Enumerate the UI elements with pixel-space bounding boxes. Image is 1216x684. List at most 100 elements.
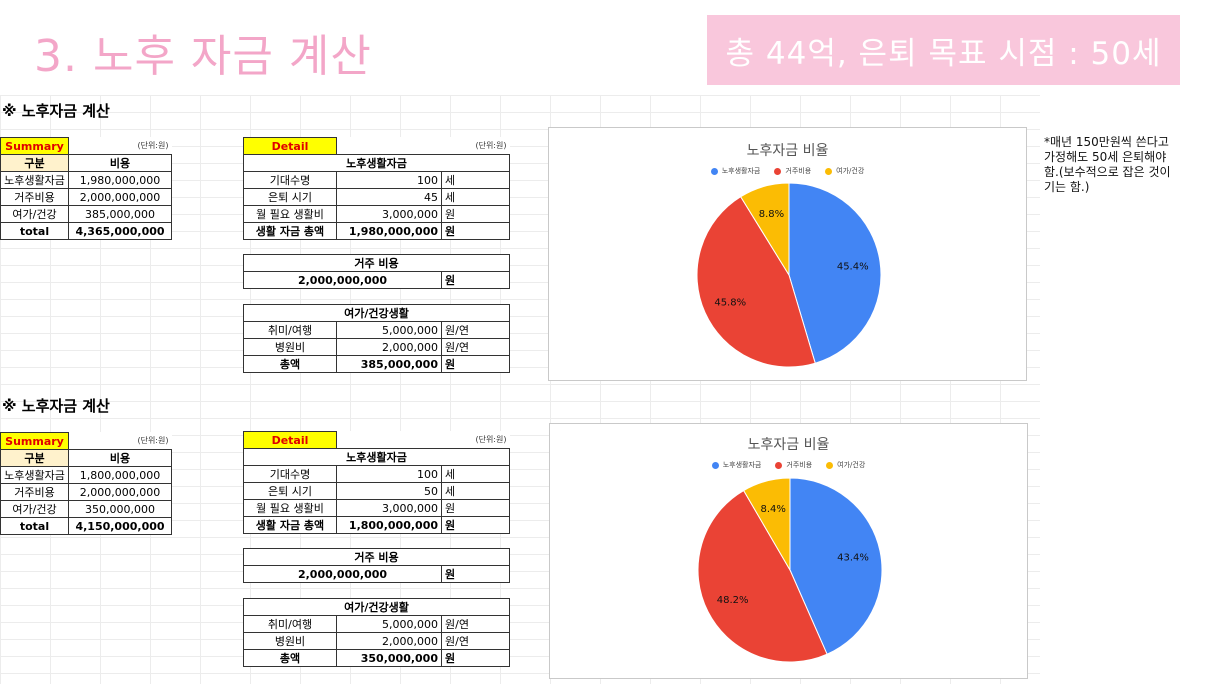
table-row: 월 필요 생활비 3,000,000 원: [243, 205, 510, 223]
row-name: total: [0, 222, 69, 240]
row-value: 45: [336, 188, 442, 206]
table-row: 노후생활자금 1,800,000,000: [0, 466, 172, 484]
row-unit: 원/연: [441, 615, 510, 633]
side-note: *매년 150만원씩 쓴다고 가정해도 50세 은퇴해야 함.(보수적으로 잡은…: [1044, 135, 1171, 194]
row-unit: 원: [441, 205, 510, 223]
row-value: 350,000,000: [336, 649, 442, 667]
chart-legend: 노후생활자금 거주비용 여가/건강: [549, 166, 1026, 176]
legend-item: 여가/건강: [826, 460, 865, 470]
table-row: 취미/여행 5,000,000 원/연: [243, 321, 510, 339]
row-name: 총액: [243, 355, 337, 373]
table-row: 총액 385,000,000 원: [243, 355, 510, 373]
row-value: 1,980,000,000: [336, 222, 442, 240]
row-value: 1,800,000,000: [68, 466, 172, 484]
row-name: 거주비용: [0, 188, 69, 206]
row-value: 385,000,000: [336, 355, 442, 373]
detail-label: Detail: [243, 431, 337, 449]
row-value: 4,365,000,000: [68, 222, 172, 240]
row-value: 1,980,000,000: [68, 171, 172, 189]
row-name: 기대수명: [243, 171, 337, 189]
row-name: 생활 자금 총액: [243, 516, 337, 534]
row-value: 4,150,000,000: [68, 517, 172, 535]
housing-unit: 원: [441, 271, 510, 289]
legend-dot: [825, 167, 833, 175]
row-name: 취미/여행: [243, 321, 337, 339]
row-unit: 세: [441, 171, 510, 189]
pie-slice-leisure: [739, 182, 790, 277]
chart-title: 노후자금 비율: [746, 143, 829, 159]
summary-label: Summary: [0, 137, 69, 155]
detail-housing-table: 거주 비용 2,000,000,000 원: [243, 254, 510, 289]
pie-data-label: 45.4%: [837, 262, 869, 273]
row-name: 여가/건강: [0, 205, 69, 223]
legend-dot: [826, 461, 834, 469]
row-value: 350,000,000: [68, 500, 172, 518]
row-name: 은퇴 시기: [243, 482, 337, 500]
row-unit: 원: [441, 355, 510, 373]
row-name: total: [0, 517, 69, 535]
row-value: 5,000,000: [336, 615, 442, 633]
legend-item: 노후생활자금: [711, 460, 762, 470]
unit-note: (단위:원): [137, 141, 169, 151]
pie-data-label: 8.8%: [759, 209, 784, 220]
chart-legend: 노후생활자금 거주비용 여가/건강: [550, 460, 1027, 470]
pie-data-label: 48.2%: [717, 595, 749, 606]
table-row: 여가/건강 385,000,000: [0, 205, 172, 223]
summary-table: Summary (단위:원) 구분 비용 노후생활자금 1,980,000,00…: [0, 137, 172, 240]
row-value: 3,000,000: [336, 499, 442, 517]
leisure-title: 여가/건강생활: [243, 598, 510, 616]
row-value: 2,000,000,000: [68, 483, 172, 501]
unit-note: (단위:원): [475, 435, 507, 445]
section-heading: ※ 노후자금 계산: [2, 397, 110, 415]
pie-slice-housing: [697, 489, 828, 663]
table-row: 취미/여행 5,000,000 원/연: [243, 615, 510, 633]
header-category: 구분: [0, 154, 69, 172]
table-row: 거주비용 2,000,000,000: [0, 188, 172, 206]
table-row: 노후생활자금 1,980,000,000: [0, 171, 172, 189]
legend-item: 거주비용: [775, 460, 812, 470]
legend-label: 거주비용: [786, 461, 813, 469]
table-row: 여가/건강 350,000,000: [0, 500, 172, 518]
housing-unit: 원: [441, 565, 510, 583]
legend-dot: [710, 167, 718, 175]
row-name: 여가/건강: [0, 500, 69, 518]
row-unit: 원/연: [441, 632, 510, 650]
detail-living-table: Detail (단위:원) 노후생활자금 기대수명 100 세 은퇴 시기 45…: [243, 137, 510, 240]
row-unit: 세: [441, 188, 510, 206]
legend-label: 노후생활자금: [721, 167, 761, 175]
summary-label: Summary: [0, 432, 69, 450]
legend-dot: [711, 461, 719, 469]
table-row: 은퇴 시기 45 세: [243, 188, 510, 206]
table-row: 기대수명 100 세: [243, 171, 510, 189]
row-name: 거주비용: [0, 483, 69, 501]
detail-housing-table: 거주 비용 2,000,000,000 원: [243, 548, 510, 583]
legend-dot: [775, 461, 783, 469]
table-row: 병원비 2,000,000 원/연: [243, 338, 510, 356]
legend-label: 노후생활자금: [722, 461, 762, 469]
row-name: 월 필요 생활비: [243, 499, 337, 517]
page-title: 3. 노후 자금 계산: [34, 31, 372, 82]
row-unit: 세: [441, 465, 510, 483]
row-value: 1,800,000,000: [336, 516, 442, 534]
detail-living-table: Detail (단위:원) 노후생활자금 기대수명 100 세 은퇴 시기 50…: [243, 431, 510, 534]
legend-dot: [774, 167, 782, 175]
row-value: 2,000,000,000: [68, 188, 172, 206]
row-name: 기대수명: [243, 465, 337, 483]
header-cost: 비용: [68, 449, 172, 467]
row-value: 5,000,000: [336, 321, 442, 339]
pie-chart: 노후자금 비율 노후생활자금 거주비용 여가/건강 45.4% 45.8% 8.8%: [548, 127, 1027, 381]
table-row: total 4,150,000,000: [0, 517, 172, 535]
housing-title: 거주 비용: [243, 254, 510, 272]
living-title: 노후생활자금: [243, 154, 510, 172]
row-unit: 원/연: [441, 321, 510, 339]
unit-note: (단위:원): [475, 141, 507, 151]
pie-slice-living: [788, 182, 882, 364]
pie-svg: 45.4% 45.8% 8.8%: [696, 182, 882, 368]
row-name: 병원비: [243, 632, 337, 650]
header-category: 구분: [0, 449, 69, 467]
legend-label: 거주비용: [785, 167, 812, 175]
row-value: 100: [336, 171, 442, 189]
chart-title: 노후자금 비율: [747, 437, 830, 453]
pie-slice-housing: [696, 196, 816, 368]
table-row: 생활 자금 총액 1,980,000,000 원: [243, 222, 510, 240]
